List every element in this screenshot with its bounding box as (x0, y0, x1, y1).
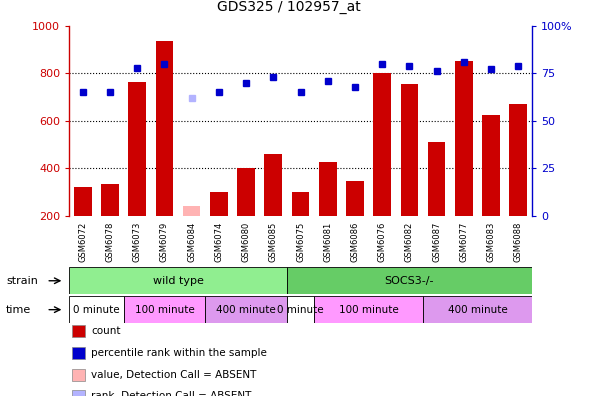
Text: 0 minute: 0 minute (277, 305, 324, 315)
Bar (287, 296, 314, 323)
Bar (482, 115, 500, 216)
Bar (69, 296, 124, 323)
Text: time: time (6, 305, 31, 315)
Bar (314, 296, 423, 323)
Bar (124, 296, 205, 323)
Bar (69, 267, 287, 294)
Bar (428, 142, 445, 216)
Text: value, Detection Call = ABSENT: value, Detection Call = ABSENT (91, 369, 257, 380)
Text: 100 minute: 100 minute (135, 305, 194, 315)
Bar (205, 296, 287, 323)
Bar (101, 184, 119, 216)
Bar (319, 162, 337, 216)
Bar (373, 73, 391, 216)
Bar (455, 61, 472, 216)
Text: strain: strain (6, 276, 38, 286)
Text: SOCS3-/-: SOCS3-/- (385, 276, 434, 286)
Bar (287, 267, 532, 294)
Text: 100 minute: 100 minute (339, 305, 398, 315)
Text: 400 minute: 400 minute (448, 305, 507, 315)
Bar (74, 187, 91, 216)
Text: rank, Detection Call = ABSENT: rank, Detection Call = ABSENT (91, 391, 252, 396)
Text: percentile rank within the sample: percentile rank within the sample (91, 348, 267, 358)
Bar (183, 206, 201, 216)
Text: 0 minute: 0 minute (73, 305, 120, 315)
Bar (210, 192, 228, 216)
Bar (400, 84, 418, 216)
Bar (510, 104, 527, 216)
Bar (156, 41, 173, 216)
Text: wild type: wild type (153, 276, 204, 286)
Bar (346, 181, 364, 216)
Text: GDS325 / 102957_at: GDS325 / 102957_at (216, 0, 361, 14)
Bar (291, 192, 310, 216)
Bar (264, 154, 282, 216)
Bar (237, 168, 255, 216)
Bar (129, 82, 146, 216)
Bar (423, 296, 532, 323)
Text: count: count (91, 326, 121, 336)
Text: 400 minute: 400 minute (216, 305, 276, 315)
